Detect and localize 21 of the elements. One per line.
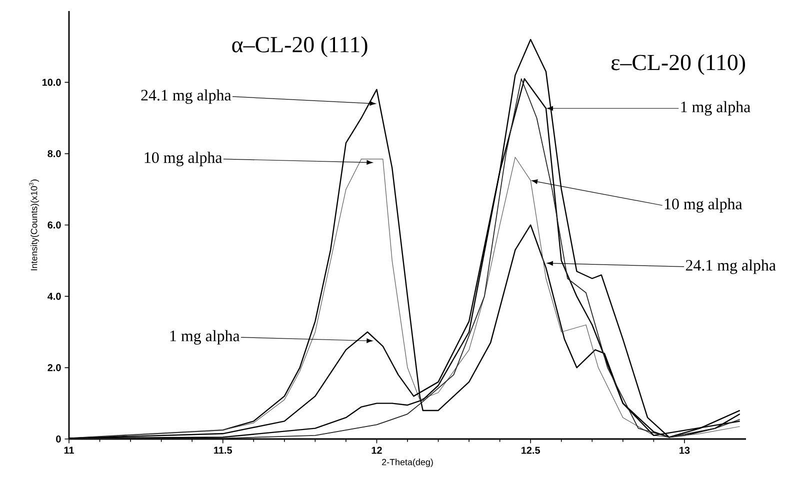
y-axis-title: Intensity(Counts)(x10$^{3}$) xyxy=(29,180,39,270)
x-tick-label: 12.5 xyxy=(522,446,540,454)
x-axis-title: 2-Theta(deg) xyxy=(382,458,433,468)
y-tick-label: 4.0 xyxy=(48,292,61,300)
y-tick-label: 2.0 xyxy=(48,364,61,372)
annotation: 24.1 mg alpha xyxy=(686,259,776,274)
y-tick-label: 10.0 xyxy=(42,78,61,86)
annotation: 1 mg alpha xyxy=(170,330,240,345)
annotation: α–CL-20 (111) xyxy=(232,36,368,58)
annotation: ε–CL-20 (110) xyxy=(611,54,746,75)
x-tick-label: 13 xyxy=(680,446,690,454)
annotation: 24.1 mg alpha xyxy=(141,89,232,104)
annotation: 10 mg alpha xyxy=(664,198,742,213)
x-tick-label: 12 xyxy=(372,446,382,454)
x-tick-label: 11.5 xyxy=(214,446,232,454)
y-tick-label: 8.0 xyxy=(48,150,61,158)
annotation: 10 mg alpha xyxy=(144,152,222,166)
annotation: 1 mg alpha xyxy=(681,101,750,116)
y-tick-label: 0 xyxy=(56,435,61,443)
y-tick-label: 6.0 xyxy=(48,221,61,229)
x-tick-label: 11 xyxy=(64,446,74,454)
